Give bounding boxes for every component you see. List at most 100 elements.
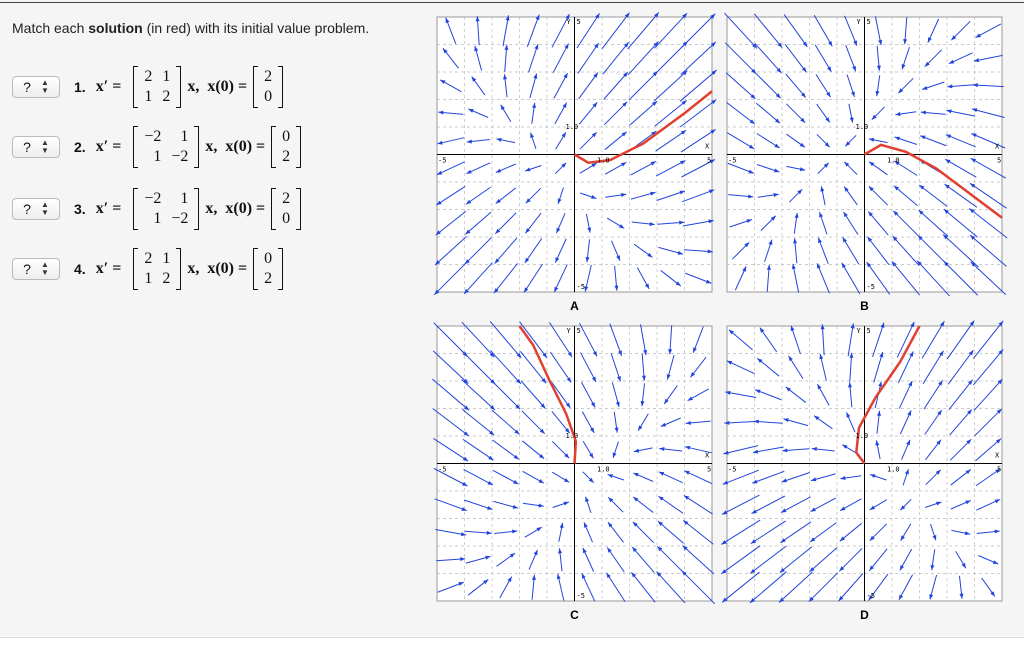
arrow-head [682,13,688,19]
answer-select[interactable]: ? ▲ ▼ [12,136,60,158]
field-arrow [872,322,885,358]
field-arrow [654,99,688,127]
arrow-head [585,496,590,502]
arrow-head [494,258,500,264]
field-arrow [838,573,864,602]
field-arrow [918,184,948,207]
matrix-entry: 2 [162,88,171,105]
arrow-head [487,480,493,486]
field-arrow [682,189,715,203]
arrow-head [515,404,521,410]
arrow-head [846,412,851,418]
arrow-head [503,74,508,80]
arrow-head [584,286,589,292]
arrow-head [591,163,597,168]
arrow-head [559,522,564,529]
arrow-head [900,535,905,541]
field-arrow [943,208,978,238]
field-arrow [680,41,717,75]
field-arrow [682,520,714,545]
arrow-head [471,76,477,82]
arrow-head [590,402,596,408]
field-arrow [725,391,757,398]
field-arrow [432,408,470,437]
field-arrow [681,570,716,605]
footer [0,637,1024,652]
field-arrow [949,409,973,436]
answer-select[interactable]: ? ▲ ▼ [12,258,60,280]
arrow-head [658,496,664,501]
arrow-head [839,536,845,542]
arrow-head [811,447,817,452]
field-arrow [752,446,784,453]
answer-select[interactable]: ? ▲ ▼ [12,198,60,220]
arrow-head [969,183,976,188]
field-arrow [684,470,713,485]
arrow-head [468,108,474,113]
arrow-head [436,200,442,206]
arrow-head [722,510,728,515]
arrow-head [746,219,752,224]
arrow-head [791,263,796,270]
arrow-head [435,260,441,265]
arrow-head [878,381,883,387]
arrow-head [900,505,906,511]
arrow-head [638,425,643,431]
field-arrow [816,263,830,294]
matrix-entry: −2 [171,148,189,165]
field-arrow [778,571,813,603]
arrow-head [810,537,816,542]
solution-curve [518,325,578,464]
arrow-head [500,104,505,111]
arrow-head [927,37,932,43]
field-arrow [657,520,684,544]
field-arrow [631,571,656,603]
tick-label: 1.0 [887,466,900,474]
arrow-head [891,261,897,267]
field-arrow [821,324,825,356]
field-arrow [435,211,467,236]
field-arrow [968,208,1008,239]
arrow-head [971,133,977,138]
arrow-head [875,440,880,446]
axis-label: X [995,143,1000,151]
tick-label: 5 [997,157,1001,165]
arrow-head [489,405,495,410]
arrow-head [820,324,825,330]
problem-number: 1. [74,79,86,95]
arrow-head [809,567,815,572]
field-arrow [945,134,976,148]
field-arrow [433,261,468,296]
lhs: x′ = [95,200,122,217]
problem-number: 3. [74,201,86,217]
field-arrow [726,132,755,150]
arrow-head [458,582,464,586]
matrix-entry: −2 [171,210,189,227]
arrow-head [463,378,469,384]
matrix: −2 1 1 −2 [133,188,200,230]
field-arrow [683,495,713,515]
arrow-head [533,549,538,556]
arrow-head [825,117,830,123]
answer-select[interactable]: ? ▲ ▼ [12,76,60,98]
direction-field: Y 5X5-5-51.01.0 [432,321,716,605]
arrow-head [961,562,966,569]
matrix-entry: 1 [153,210,162,227]
field-arrow [971,108,1005,119]
arrow-head [777,42,783,48]
arrow-head [618,350,622,356]
arrow-head [917,260,922,266]
field-arrow [750,520,786,544]
field-arrow [809,547,838,573]
arrow-head [464,288,469,294]
arrow-head [817,384,822,390]
tick-label: -5 [728,157,736,165]
lhs: x′ = [95,138,122,155]
arrow-head [779,597,785,603]
graph-label: B [860,299,869,313]
field-arrow [969,182,1007,209]
instruction: Match each solution (in red) with its in… [12,20,369,36]
field-arrow [493,262,518,294]
field-arrow [785,73,807,98]
arrow-head [841,262,846,269]
